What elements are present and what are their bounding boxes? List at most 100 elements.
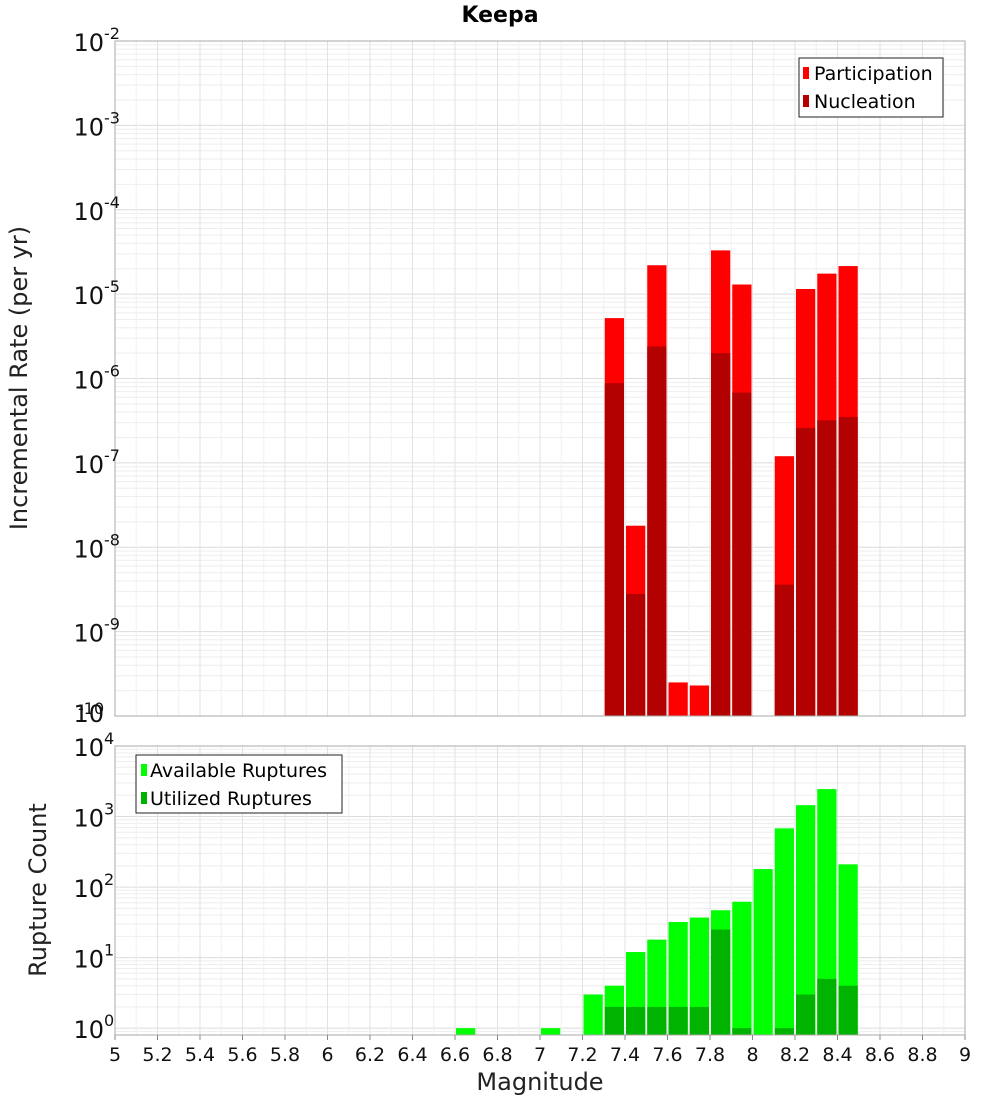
- count-bar-s2-7_95: [732, 1028, 752, 1035]
- rate-bar-s2-8_25: [796, 427, 816, 716]
- rate-y-tick-exponent: -10: [78, 699, 104, 718]
- rate-y-tick-exponent: -7: [104, 446, 120, 465]
- rate-bar-s2-7_35: [604, 383, 624, 716]
- rate-y-tick: 10 -7: [73, 446, 120, 479]
- count-y-tick-exponent: 0: [104, 1011, 114, 1030]
- rate-legend-box: [798, 57, 944, 118]
- rate-y-tick: 10 -2: [73, 24, 120, 57]
- count-y-tick: 10 3: [73, 800, 114, 833]
- rate-y-tick: 10 -4: [73, 193, 120, 226]
- x-tick-label: 5.2: [142, 1044, 172, 1066]
- x-tick-label: 8.2: [780, 1044, 810, 1066]
- rate-y-tick-exponent: -4: [104, 193, 120, 212]
- count-bar-s1-7_65: [668, 921, 688, 1035]
- x-tick-label: 6.8: [482, 1044, 512, 1066]
- rate-y-tick-label: 10: [73, 198, 104, 226]
- rate-bar-s2-7_85: [711, 353, 731, 716]
- count-y-tick-label: 10: [73, 875, 104, 903]
- legend-participation: Participation: [814, 63, 933, 85]
- available-swatch: [141, 764, 147, 776]
- x-tick-label: 7.2: [567, 1044, 597, 1066]
- count-bar-s2-7_45: [626, 1006, 646, 1035]
- count-bar-s1-7_75: [689, 917, 709, 1035]
- rate-y-tick: 10 -8: [73, 530, 120, 563]
- rate-y-tick-label: 10: [73, 29, 104, 57]
- count-bar-s1-8_15: [774, 828, 794, 1035]
- rate-bar-s2-7_55: [647, 346, 667, 716]
- chart-title: Keepa: [461, 3, 538, 28]
- rate-y-tick-label: 10: [73, 620, 104, 648]
- x-tick-label: 6: [321, 1044, 333, 1066]
- x-tick-label: 7.4: [610, 1044, 640, 1066]
- count-bar-s2-7_75: [689, 1006, 709, 1035]
- count-legend: Available Ruptures Utilized Ruptures: [135, 754, 343, 814]
- count-bar-s1-8_25: [796, 805, 816, 1035]
- x-tick-label: 7.8: [695, 1044, 725, 1066]
- x-tick-label: 5.6: [227, 1044, 257, 1066]
- legend-utilized: Utilized Ruptures: [150, 788, 312, 810]
- count-bar-s1-7_95: [732, 901, 752, 1035]
- rate-legend: Participation Nucleation: [798, 57, 944, 118]
- rate-y-tick-exponent: -8: [104, 530, 120, 549]
- count-y-tick-exponent: 4: [104, 729, 114, 748]
- count-y-tick-exponent: 2: [104, 870, 114, 889]
- count-y-tick-label: 10: [73, 946, 104, 974]
- rate-bar-s2-8_45: [838, 416, 858, 716]
- rate-grid: [114, 41, 966, 717]
- rate-y-tick: 10 -9: [73, 615, 120, 648]
- count-y-tick-label: 10: [73, 805, 104, 833]
- rate-y-tick: 10 -6: [73, 362, 120, 395]
- nucleation-swatch: [803, 95, 809, 107]
- rate-bar-s2-7_45: [626, 593, 646, 716]
- x-tick-label: 7: [534, 1044, 546, 1066]
- rate-bar-s1-7_65: [668, 682, 688, 716]
- rate-y-tick-label: 10: [73, 367, 104, 395]
- x-tick-label: 7.6: [652, 1044, 682, 1066]
- rate-panel: 10-210-310-410-510-610-710-810 -910-10 In…: [5, 24, 966, 728]
- count-bar-s1-8_35: [817, 789, 837, 1035]
- rate-y-tick-label: 10: [73, 700, 104, 728]
- count-bar-s1-8_05: [753, 869, 773, 1035]
- rate-y-tick-label: 10: [73, 282, 104, 310]
- utilized-swatch: [141, 792, 147, 804]
- x-tick-label: 8.6: [865, 1044, 895, 1066]
- x-tick-label: 6.2: [355, 1044, 385, 1066]
- x-tick-label: 8.4: [822, 1044, 852, 1066]
- rate-y-tick-exponent: -6: [104, 362, 120, 381]
- count-bar-s2-7_35: [604, 1006, 624, 1035]
- rate-plot-frame: [114, 40, 966, 717]
- count-bar-s1-6_65: [456, 1028, 476, 1035]
- rate-y-tick-exponent: -5: [104, 277, 120, 296]
- count-y-tick-label: 10: [73, 1016, 104, 1044]
- count-bar-s2-7_85: [711, 929, 731, 1035]
- x-ticks: 5 5.2 5.4 5.6 5.8 6 6.2 6.4 6.6 6.8 7 7.2 7.4 7.6 7.8 8…: [109, 1035, 971, 1066]
- x-tick-label: 5.4: [185, 1044, 215, 1066]
- count-bar-s2-7_65: [668, 1006, 688, 1035]
- rate-y-tick-label: 10: [73, 451, 104, 479]
- count-bars: [456, 789, 858, 1035]
- count-legend-box: [135, 754, 343, 814]
- count-bar-s1-7_25: [583, 994, 603, 1035]
- x-tick-label: 5.8: [270, 1044, 300, 1066]
- x-tick-label: 5: [109, 1044, 121, 1066]
- count-y-tick-label: 10: [73, 734, 104, 762]
- x-tick-label: 8.8: [907, 1044, 937, 1066]
- rate-bar-s2-8_15: [774, 584, 794, 716]
- rate-bars: [604, 250, 858, 717]
- x-axis-label: Magnitude: [476, 1068, 603, 1096]
- rate-y-axis-label: Incremental Rate (per yr): [5, 226, 33, 530]
- participation-swatch: [803, 67, 809, 79]
- rate-y-tick-exponent: -2: [104, 24, 120, 43]
- count-y-tick: 10 4: [73, 729, 114, 762]
- rate-y-ticks: 10-210-310-410-510-610-710-810 -910-10: [73, 24, 120, 728]
- legend-available: Available Ruptures: [150, 760, 327, 782]
- rate-y-tick: 10 -3: [73, 108, 120, 141]
- rate-y-tick: 10 -5: [73, 277, 120, 310]
- rate-y-tick: 10-10: [73, 699, 104, 728]
- x-tick-label: 6.6: [440, 1044, 470, 1066]
- count-bar-s2-8_35: [817, 978, 837, 1035]
- count-y-tick: 10 0: [73, 1011, 114, 1044]
